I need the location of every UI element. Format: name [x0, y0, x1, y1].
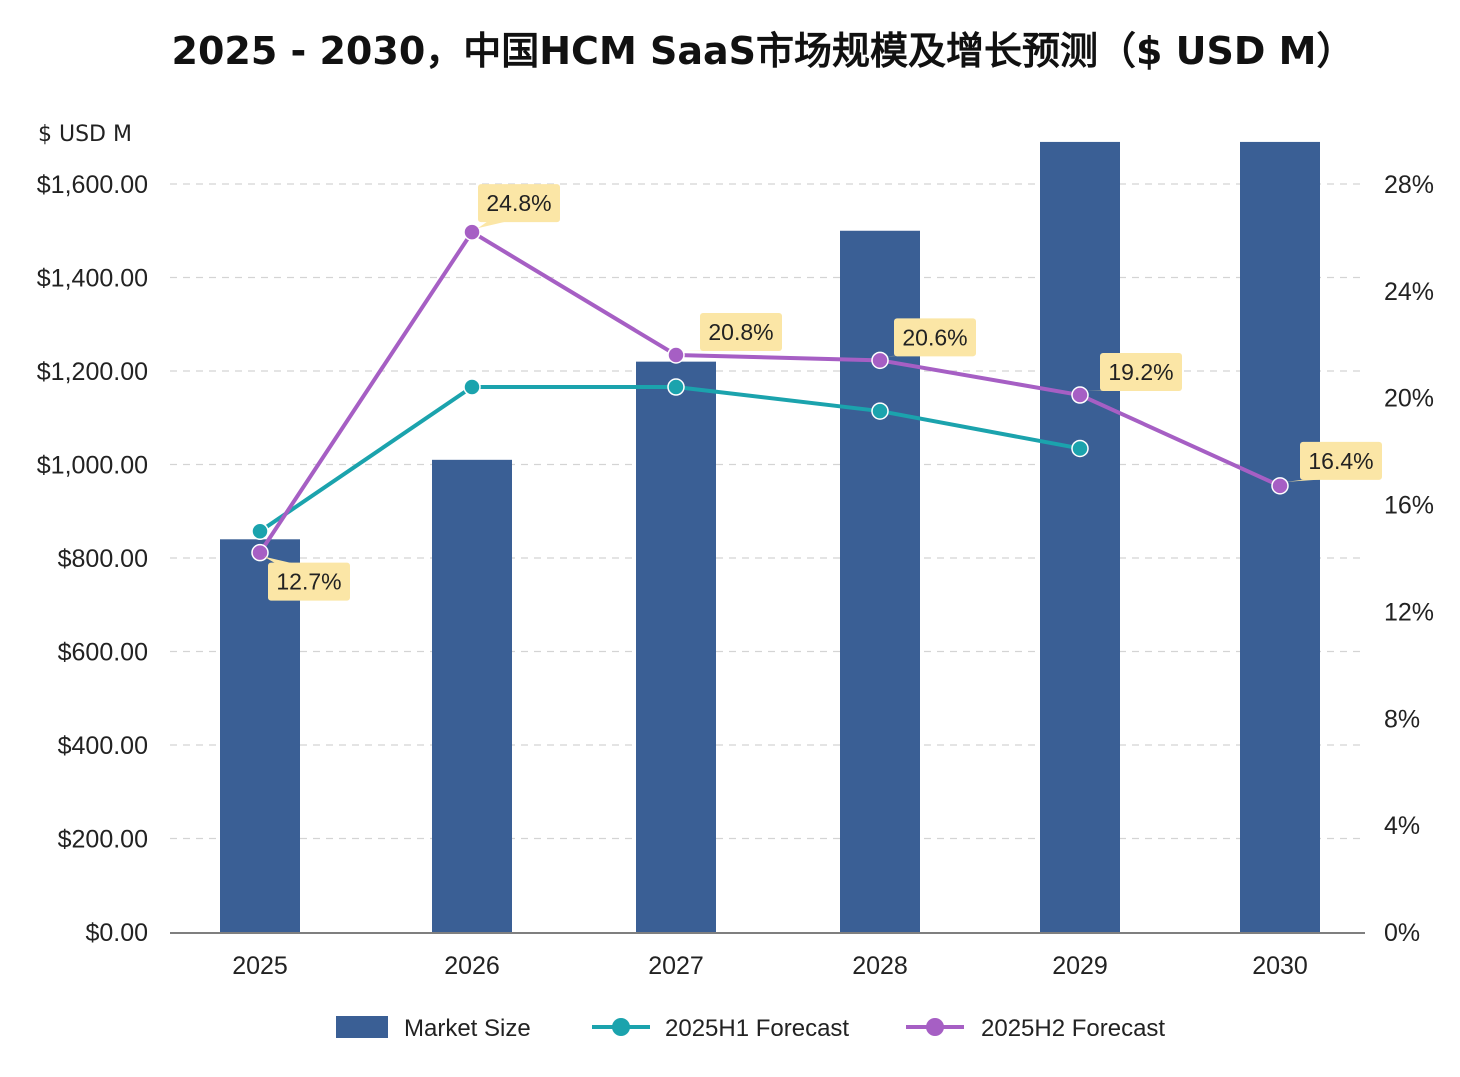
- data-label-pointer: [264, 556, 294, 564]
- data-point: [667, 346, 685, 364]
- y-axis-label: $ USD M: [38, 122, 132, 147]
- y2-tick-label: 28%: [1384, 171, 1434, 199]
- bar: [220, 539, 300, 932]
- y-tick-label: $1,600.00: [37, 171, 148, 199]
- legend-item-market-size: Market Size: [336, 1015, 531, 1042]
- legend-swatch-marker: [612, 1018, 630, 1036]
- data-label: 24.8%: [478, 184, 560, 229]
- data-label-text: 19.2%: [1108, 359, 1173, 385]
- data-label-text: 24.8%: [486, 190, 551, 216]
- x-tick-label: 2028: [852, 952, 908, 980]
- bar: [1040, 141, 1120, 933]
- legend-label: 2025H1 Forecast: [665, 1015, 849, 1042]
- data-point: [871, 351, 889, 370]
- data-label-box: [478, 184, 560, 223]
- data-label: 20.8%: [682, 312, 782, 351]
- data-point: [251, 522, 269, 541]
- chart-title: 2025 - 2030，中国HCM SaaS市场规模及增长预测（$ USD M）: [172, 29, 1355, 73]
- y-tick-label: $1,000.00: [37, 452, 148, 480]
- series-line: [258, 230, 1282, 555]
- y2-tick-label: 20%: [1384, 385, 1434, 413]
- points: [251, 223, 1289, 562]
- legend-swatch-marker: [926, 1018, 944, 1036]
- legend-label: 2025H2 Forecast: [981, 1015, 1165, 1042]
- x-tick-label: 2027: [648, 952, 704, 980]
- legend-label: Market Size: [404, 1015, 531, 1042]
- lines: [258, 230, 1282, 555]
- legend-swatch-bar: [336, 1016, 388, 1038]
- data-label-box: [894, 318, 976, 357]
- data-label-pointer: [478, 221, 508, 229]
- y2-tick-label: 24%: [1384, 278, 1434, 306]
- data-point: [1071, 439, 1089, 458]
- data-label: 12.7%: [264, 556, 350, 601]
- data-label: 20.6%: [886, 318, 976, 357]
- gridlines: [170, 183, 1365, 840]
- y-tick-label: $600.00: [58, 639, 148, 667]
- bars: [220, 141, 1320, 933]
- data-label: 19.2%: [1086, 353, 1182, 392]
- data-label: 16.4%: [1286, 441, 1382, 482]
- data-label-text: 12.7%: [276, 569, 341, 595]
- bar: [636, 361, 716, 932]
- y2-tick-label: 0%: [1384, 919, 1420, 947]
- data-point: [871, 402, 889, 420]
- data-label-box: [1300, 441, 1382, 480]
- x-tick-label: 2025: [232, 952, 288, 980]
- data-point: [251, 543, 269, 562]
- data-point: [463, 378, 481, 396]
- data-label-text: 20.6%: [902, 324, 967, 350]
- data-label-box: [1100, 353, 1182, 392]
- legend: Market Size 2025H1 Forecast 2025H2 Forecas…: [336, 1015, 1165, 1042]
- bar: [1240, 141, 1320, 933]
- data-point: [463, 223, 481, 241]
- data-labels: 12.7% 24.8% 20.8% 20.6% 19.2% 16.4%: [264, 184, 1382, 601]
- data-label-text: 16.4%: [1308, 448, 1373, 474]
- y-tick-label: $400.00: [58, 732, 148, 760]
- y2-tick-label: 12%: [1384, 598, 1434, 626]
- bar: [432, 459, 512, 932]
- data-label-box: [700, 312, 782, 351]
- data-point: [1071, 386, 1089, 404]
- data-point: [1271, 477, 1289, 495]
- data-label-box: [268, 562, 350, 601]
- legend-item-h2: 2025H2 Forecast: [906, 1015, 1165, 1042]
- x-tick-label: 2030: [1252, 952, 1308, 980]
- x-tick-label: 2029: [1052, 952, 1108, 980]
- y-tick-label: $200.00: [58, 826, 148, 854]
- y2-tick-label: 16%: [1384, 492, 1434, 520]
- y-tick-label: $1,200.00: [37, 358, 148, 386]
- axes: $0.00 $200.00 $400.00 $600.00 $800.00 $1,000.…: [37, 171, 1434, 980]
- y-tick-label: $0.00: [85, 919, 148, 947]
- data-point: [667, 378, 685, 396]
- y-tick-label: $800.00: [58, 545, 148, 573]
- data-label-text: 20.8%: [708, 319, 773, 345]
- x-tick-label: 2026: [444, 952, 500, 980]
- y-tick-label: $1,400.00: [37, 265, 148, 293]
- y2-tick-label: 8%: [1384, 705, 1420, 733]
- legend-item-h1: 2025H1 Forecast: [592, 1015, 849, 1042]
- y2-tick-label: 4%: [1384, 812, 1420, 840]
